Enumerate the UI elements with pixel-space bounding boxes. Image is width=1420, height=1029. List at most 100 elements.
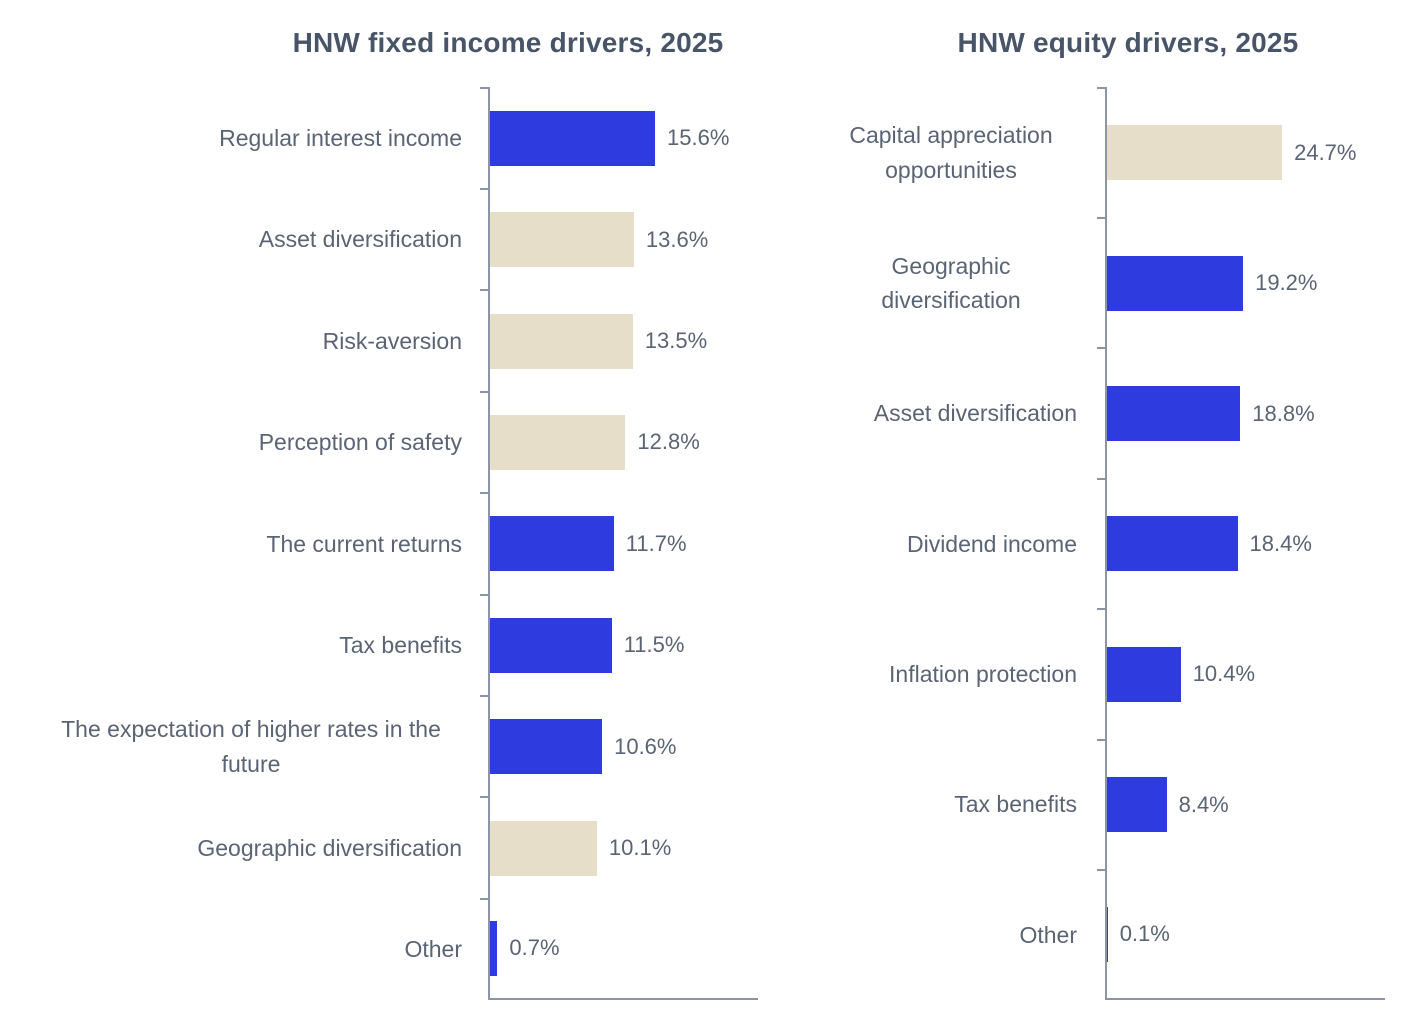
- bar: [1107, 516, 1238, 572]
- value-label: 15.6%: [667, 125, 730, 151]
- category-label-text: The current returns: [266, 530, 462, 557]
- equity-drivers-chart: HNW equity drivers, 2025 Capital appreci…: [825, 26, 1385, 1001]
- category-label: Inflation protection: [825, 609, 1105, 739]
- bar: [490, 920, 498, 976]
- value-label: 11.5%: [623, 632, 685, 658]
- chart-row: The current returns 11.7%: [40, 492, 758, 595]
- chart-rows: Regular interest income 15.6% Asset divers…: [40, 86, 758, 1001]
- value-label: 0.7%: [509, 935, 560, 961]
- category-label-text: Dividend income: [906, 530, 1077, 557]
- category-label-text: The expectation of higher rates in the f…: [61, 716, 441, 777]
- bar-track: 10.1%: [480, 796, 758, 899]
- category-label-text: Asset diversification: [258, 226, 462, 253]
- chart-row: Risk-aversion 13.5%: [40, 289, 758, 392]
- category-label: Regular interest income: [40, 88, 488, 189]
- bar: [1107, 646, 1181, 702]
- chart-row: Perception of safety 12.8%: [40, 390, 758, 494]
- value-label: 24.7%: [1294, 139, 1357, 165]
- charts-page: HNW fixed income drivers, 2025 Regular i…: [40, 26, 1385, 1001]
- category-label-text: Other: [1019, 921, 1077, 948]
- bar-track: 18.4%: [1097, 477, 1385, 610]
- chart-row: Other 0.1%: [825, 868, 1385, 1001]
- bar: [1107, 125, 1283, 181]
- category-label: Tax benefits: [40, 595, 488, 696]
- value-label: 12.8%: [637, 429, 700, 455]
- bar-track: 19.2%: [1097, 216, 1385, 349]
- bar-track: 10.6%: [480, 694, 758, 798]
- chart-row: Dividend income 18.4%: [825, 477, 1385, 610]
- category-label: Perception of safety: [40, 392, 488, 493]
- value-label: 11.7%: [625, 530, 687, 556]
- bar: [490, 313, 633, 369]
- category-label-text: Geographic diversification: [197, 834, 462, 861]
- value-label: 18.4%: [1249, 530, 1312, 556]
- value-label: 0.1%: [1119, 921, 1170, 947]
- value-label: 18.8%: [1252, 400, 1315, 426]
- bar-track: 0.7%: [480, 897, 758, 1001]
- category-label: Risk-aversion: [40, 290, 488, 391]
- chart-row: Asset diversification 18.8%: [825, 347, 1385, 479]
- category-label: Dividend income: [825, 479, 1105, 609]
- bar-track: 24.7%: [1097, 86, 1385, 218]
- chart-row: Tax benefits 11.5%: [40, 593, 758, 696]
- category-label-text: Inflation protection: [889, 661, 1077, 688]
- bar: [1107, 906, 1108, 962]
- category-label: The current returns: [40, 493, 488, 594]
- category-label-text: Tax benefits: [339, 631, 462, 658]
- bar: [490, 212, 634, 268]
- category-label-text: Perception of safety: [258, 429, 462, 456]
- value-label: 10.6%: [614, 733, 677, 759]
- bar-track: 0.1%: [1097, 868, 1385, 1001]
- category-label-text: Asset diversification: [873, 400, 1077, 427]
- chart-row: Other 0.7%: [40, 897, 758, 1001]
- bar-track: 10.4%: [1097, 608, 1385, 740]
- bar-track: 12.8%: [480, 390, 758, 494]
- value-label: 8.4%: [1178, 791, 1229, 817]
- bar-track: 11.7%: [480, 492, 758, 595]
- bar-track: 15.6%: [480, 86, 758, 189]
- bar-track: 13.6%: [480, 187, 758, 291]
- value-label: 13.5%: [644, 328, 708, 354]
- category-label: Other: [825, 870, 1105, 1000]
- bar: [1107, 777, 1167, 833]
- bar-track: 8.4%: [1097, 738, 1385, 870]
- bar: [490, 719, 603, 775]
- bar-track: 18.8%: [1097, 347, 1385, 479]
- value-label: 10.4%: [1192, 661, 1256, 687]
- value-label: 19.2%: [1255, 270, 1318, 296]
- value-label: 13.6%: [645, 226, 709, 252]
- chart-row: Regular interest income 15.6%: [40, 86, 758, 189]
- category-label-text: Regular interest income: [219, 125, 462, 152]
- chart-row: Asset diversification 13.6%: [40, 187, 758, 291]
- chart-row: The expectation of higher rates in the f…: [40, 694, 758, 798]
- bar: [490, 516, 614, 572]
- category-label: Tax benefits: [825, 740, 1105, 870]
- category-label-text: Risk-aversion: [322, 327, 462, 354]
- bar: [490, 820, 597, 876]
- category-label: Geographic diversification: [825, 218, 1105, 348]
- chart-title: HNW equity drivers, 2025: [957, 27, 1299, 58]
- chart-row: Geographic diversification 10.1%: [40, 796, 758, 899]
- fixed-income-drivers-chart: HNW fixed income drivers, 2025 Regular i…: [40, 26, 758, 1001]
- bar: [1107, 386, 1241, 442]
- category-label: Other: [40, 899, 488, 1000]
- bar: [1107, 255, 1244, 311]
- chart-row: Tax benefits 8.4%: [825, 738, 1385, 870]
- chart-row: Capital appreciation opportunities 24.7%: [825, 86, 1385, 218]
- category-label-text: Other: [404, 936, 462, 963]
- category-label: Asset diversification: [40, 189, 488, 290]
- value-label: 10.1%: [608, 835, 672, 861]
- category-label: Asset diversification: [825, 348, 1105, 478]
- chart-title: HNW fixed income drivers, 2025: [292, 27, 724, 58]
- bar-track: 11.5%: [480, 593, 758, 696]
- bar: [490, 110, 655, 166]
- bar: [490, 414, 626, 470]
- chart-row: Geographic diversification 19.2%: [825, 216, 1385, 349]
- chart-rows: Capital appreciation opportunities 24.7% G…: [825, 86, 1385, 1001]
- category-label-text: Capital appreciation opportunities: [849, 122, 1053, 183]
- category-label: Geographic diversification: [40, 797, 488, 898]
- category-label-text: Geographic diversification: [881, 252, 1021, 314]
- bar: [490, 617, 612, 673]
- category-label: Capital appreciation opportunities: [825, 88, 1105, 218]
- category-label: The expectation of higher rates in the f…: [40, 696, 488, 797]
